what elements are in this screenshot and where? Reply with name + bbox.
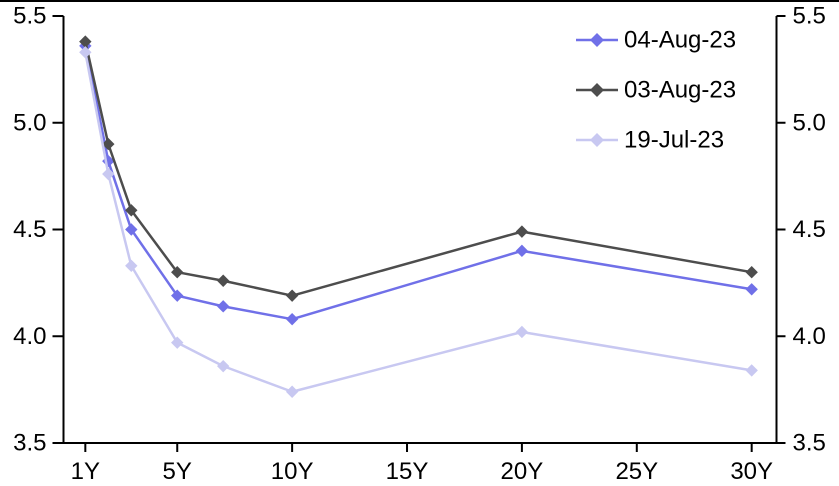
series-19-jul-23-marker <box>285 385 299 398</box>
legend-diamond-icon <box>590 133 604 147</box>
series-04-aug-23-marker <box>745 283 758 296</box>
y-axis-left-tick-label: 5.5 <box>13 3 46 30</box>
series-19-jul-23-marker <box>125 259 138 272</box>
series-03-aug-23-marker <box>102 137 115 151</box>
series-04-aug-23-marker <box>216 300 230 313</box>
series-03-aug-23-marker <box>515 225 529 238</box>
series-03-aug-23-marker <box>216 274 230 287</box>
x-axis-tick-label: 10Y <box>271 458 314 485</box>
y-axis-left-tick-label: 3.5 <box>13 430 46 457</box>
series-19-jul-23 <box>79 46 758 398</box>
series-19-jul-23-marker <box>745 364 758 377</box>
x-axis-tick-label: 20Y <box>501 458 544 485</box>
series-04-aug-23-marker <box>515 244 529 258</box>
legend: 04-Aug-23 03-Aug-23 19-Jul-23 <box>576 27 736 154</box>
x-axis-tick-label: 15Y <box>386 458 429 485</box>
series-19-jul-23-marker <box>515 325 529 339</box>
x-axis-tick-label: 1Y <box>71 458 100 485</box>
legend-label: 04-Aug-23 <box>624 27 736 54</box>
series-03-aug-23-marker <box>285 289 299 302</box>
series-03-aug-23 <box>79 35 758 302</box>
series-03-aug-23-marker <box>125 204 138 217</box>
legend-item: 04-Aug-23 <box>576 27 736 54</box>
series-03-aug-23-marker <box>745 266 758 279</box>
y-axis-left-tick-label: 4.5 <box>13 216 46 243</box>
y-axis-right-tick-label: 3.5 <box>793 430 826 457</box>
series-03-aug-23-marker <box>79 35 92 48</box>
series-03-aug-23-line <box>84 41 752 297</box>
series-04-aug-23-marker <box>171 289 184 302</box>
series-19-jul-23-marker <box>171 336 184 349</box>
series-19-jul-23-line <box>84 52 752 394</box>
legend-diamond-icon <box>590 33 604 47</box>
series-19-jul-23-marker <box>216 359 230 373</box>
y-axis-left-tick-label: 4.0 <box>13 323 46 350</box>
legend-label: 03-Aug-23 <box>624 77 736 104</box>
y-axis-right-tick-label: 4.5 <box>793 216 826 243</box>
y-axis-left-tick-label: 5.0 <box>13 109 46 136</box>
y-axis-right-tick-label: 5.5 <box>793 3 826 30</box>
y-axis-right-tick-label: 5.0 <box>793 109 826 136</box>
legend-item: 03-Aug-23 <box>576 77 736 104</box>
x-axis-tick-label: 30Y <box>730 458 773 485</box>
legend-diamond-icon <box>590 83 604 97</box>
series-19-jul-23-marker <box>102 167 115 181</box>
legend-item: 19-Jul-23 <box>576 127 724 154</box>
series-03-aug-23-marker <box>171 266 184 279</box>
x-axis-tick-label: 5Y <box>163 458 192 485</box>
y-axis-right-tick-label: 4.0 <box>793 323 826 350</box>
series-19-jul-23-marker <box>79 46 92 59</box>
series-04-aug-23-marker <box>125 223 138 236</box>
series-04-aug-23-marker <box>285 312 299 326</box>
x-axis-tick-label: 25Y <box>615 458 658 485</box>
legend-label: 19-Jul-23 <box>624 127 724 154</box>
